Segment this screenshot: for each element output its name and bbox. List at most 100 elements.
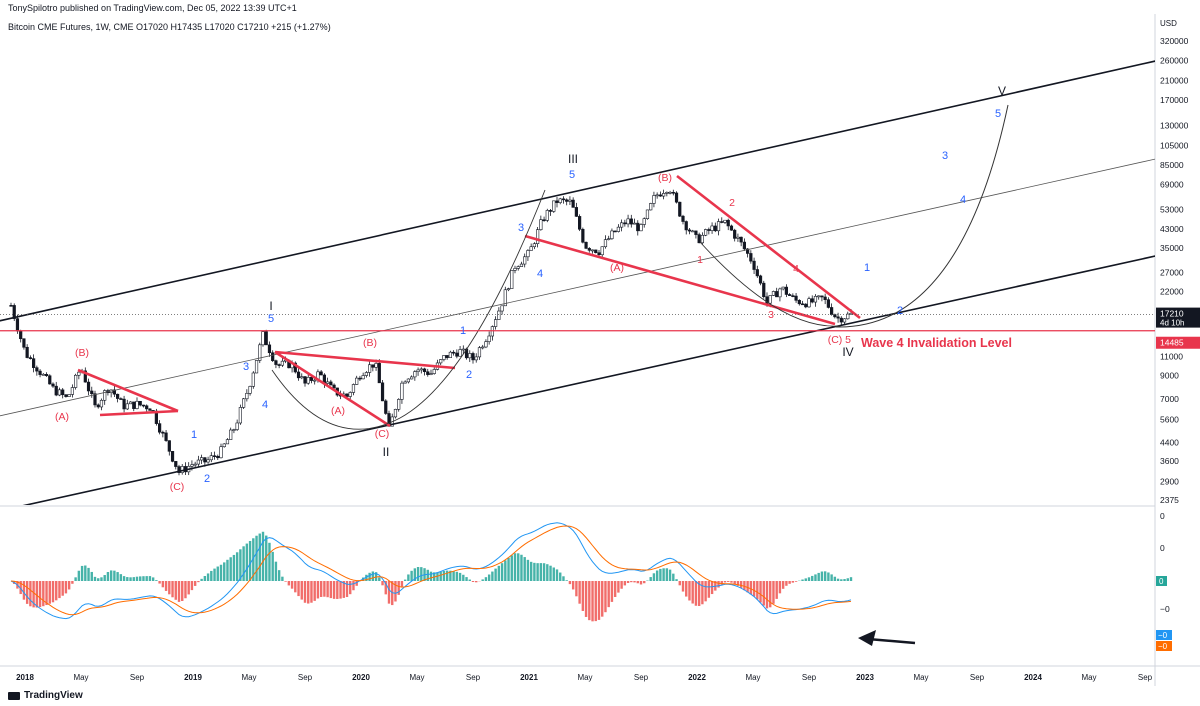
macd-hist-bar-pos [281, 576, 284, 581]
candle-body-down [658, 194, 662, 197]
candle-body-down [377, 363, 381, 384]
candle-body-down [788, 294, 792, 296]
candle [788, 293, 792, 296]
macd-hist-bar-neg [710, 581, 714, 595]
macd-hist-bar-neg [643, 581, 646, 584]
price-tick-label: 320000 [1160, 36, 1189, 46]
candle-body-down [555, 200, 559, 203]
candle [729, 224, 734, 231]
month-tick-label: May [73, 673, 88, 682]
macd-hist-bar-pos [84, 565, 87, 581]
candle-body-down [203, 457, 207, 463]
candle-body-up [649, 203, 653, 211]
candle-body-down [83, 370, 87, 383]
candle-body-up [516, 266, 520, 269]
candle-body-up [558, 198, 562, 203]
macd-hist-bar-pos [436, 572, 439, 581]
macd-hist-bar-neg [623, 581, 627, 586]
candle-body-up [235, 422, 239, 430]
candle-body-up [655, 194, 659, 197]
candle-body-down [794, 295, 798, 301]
candle [510, 270, 514, 289]
channel-mid-line [0, 158, 1155, 417]
macd-hist-bar-pos [659, 568, 662, 581]
candle-body-up [481, 346, 485, 349]
candle [212, 451, 217, 460]
price-tick-label: 210000 [1160, 75, 1189, 85]
macd-hist-bar-pos [365, 574, 368, 581]
candle-body-down [44, 374, 49, 377]
candle [32, 354, 36, 373]
macd-hist-bar-neg [594, 581, 597, 622]
candle-body-up [665, 192, 669, 194]
candle [161, 430, 165, 438]
price-tick-label: 11000 [1160, 352, 1183, 362]
candle [167, 440, 171, 456]
tradingview-logo[interactable]: TradingView [8, 690, 83, 701]
candle-body-down [51, 383, 55, 387]
candle [164, 429, 168, 442]
candle [681, 214, 685, 225]
candle-body-up [503, 289, 507, 307]
candle [594, 249, 598, 254]
macd-hist-bar-pos [223, 562, 226, 581]
macd-hist-bar-neg [617, 581, 620, 593]
candle [90, 386, 94, 398]
candle-body-down [161, 431, 165, 434]
candle-body-down [96, 404, 100, 408]
candle [138, 400, 142, 407]
macd-hist-bar-neg [749, 581, 753, 595]
candle [736, 233, 740, 242]
macd-hist-bar-pos [226, 559, 229, 581]
macd-hist-bar-neg [685, 581, 688, 597]
candle [64, 394, 68, 398]
macd-hist-bar-neg [788, 581, 791, 584]
candle-body-down [636, 222, 640, 232]
macd-hist-bar-neg [316, 581, 320, 599]
candle-body-up [716, 221, 721, 232]
macd-hist-bar-pos [811, 575, 814, 581]
candle [429, 369, 433, 376]
macd-hist-bar-pos [229, 557, 232, 581]
candle [755, 265, 759, 278]
macd-hist-bar-pos [429, 571, 433, 581]
candle [800, 300, 805, 306]
macd-hist-bar-pos [116, 572, 119, 581]
macd-hist-bar-pos [526, 559, 530, 581]
candle [86, 378, 91, 396]
macd-hist-bar-pos [517, 553, 520, 581]
price-tick-label: 5600 [1160, 415, 1179, 425]
candle-body-down [64, 394, 68, 397]
candle [209, 452, 213, 463]
price-tick-label: 69000 [1160, 180, 1184, 190]
candle-body-up [652, 195, 656, 204]
macd-hist-bar-pos [132, 577, 135, 581]
candle [697, 232, 701, 244]
macd-hist-bar-neg [613, 581, 617, 597]
macd-hist-bar-neg [158, 581, 161, 584]
candle-body-up [807, 298, 811, 308]
candle [813, 294, 818, 307]
candle [51, 382, 55, 388]
candle-body-down [371, 364, 375, 368]
channel-upper-line [0, 60, 1155, 322]
macd-hist-bar-pos [126, 577, 129, 581]
candle-body-down [148, 408, 152, 411]
candle-body-down [613, 230, 617, 233]
candle [720, 217, 724, 224]
candle [581, 227, 585, 244]
price-tick-label: 260000 [1160, 55, 1189, 65]
tradingview-logo-icon [8, 691, 20, 700]
candle [361, 372, 365, 380]
macd-hist-bar-pos [439, 571, 442, 581]
candle-body-down [303, 376, 307, 384]
macd-hist-bar-neg [620, 581, 623, 589]
candle [616, 224, 620, 233]
macd-hist-bar-pos [97, 578, 100, 581]
candle-body-down [384, 400, 388, 414]
invalidation-price-label: 14485 [1160, 338, 1184, 348]
candle-body-down [823, 296, 827, 300]
candle-body-down [758, 275, 763, 284]
candle [568, 196, 572, 205]
